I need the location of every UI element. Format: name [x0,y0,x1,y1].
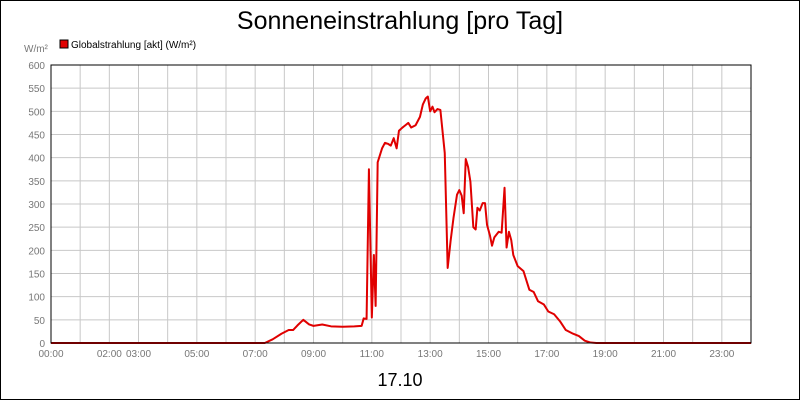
x-tick-label: 11:00 [360,349,385,360]
x-tick-label: 19:00 [593,349,618,360]
grid-layer [51,65,751,343]
y-tick-label: 450 [28,131,45,142]
legend-swatch [59,39,69,49]
y-tick-label: 250 [28,223,45,234]
x-tick-label: 02:00 [97,349,122,360]
y-tick-label: 500 [28,107,45,118]
x-tick-label: 21:00 [651,349,676,360]
y-tick-label: 0 [39,339,45,350]
y-tick-label: 150 [28,270,45,281]
x-tick-label: 15:00 [476,349,501,360]
series-line-0 [51,95,751,344]
x-tick-label: 07:00 [243,349,268,360]
series-layer [51,95,751,344]
y-axis-unit: W/m² [24,44,49,55]
x-tick-label: 09:00 [301,349,326,360]
y-tick-label: 100 [28,293,45,304]
y-tick-label: 300 [28,200,45,211]
y-tick-label: 600 [28,61,45,72]
x-axis-label: 17.10 [377,370,422,390]
x-tick-label: 05:00 [184,349,209,360]
legend-label: Globalstrahlung [akt] (W/m²) [71,40,196,51]
plot-area-border [50,64,752,344]
x-tick-label: 13:00 [418,349,443,360]
chart-title: Sonneneinstrahlung [pro Tag] [237,7,563,35]
y-tick-label: 50 [34,316,46,327]
x-tick-label: 17:00 [534,349,559,360]
y-tick-label: 400 [28,154,45,165]
tick-layer: 0 50 100 150 200 250 300 350 400 450 500 550 600 00:0… [28,61,734,360]
x-tick-label: 00:00 [38,349,63,360]
y-tick-label: 550 [28,84,45,95]
x-tick-label: 23:00 [709,349,734,360]
x-tick-label: 03:00 [126,349,151,360]
y-tick-label: 200 [28,246,45,257]
y-tick-label: 350 [28,177,45,188]
